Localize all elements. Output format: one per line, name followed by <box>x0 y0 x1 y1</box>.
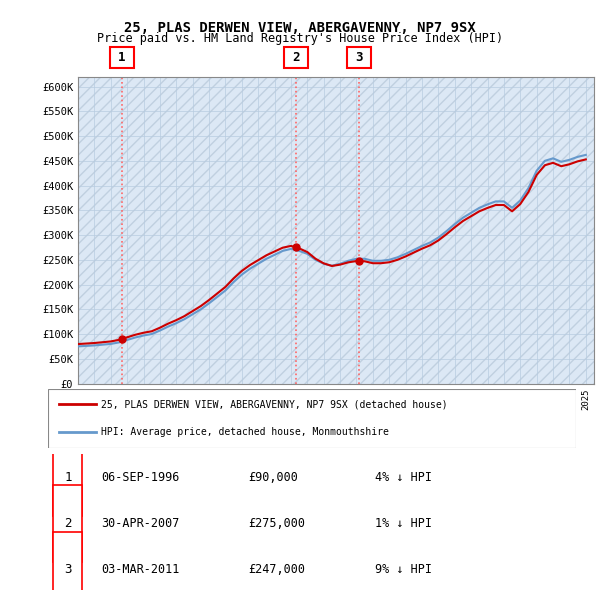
Text: £90,000: £90,000 <box>248 471 299 484</box>
Text: 30-APR-2007: 30-APR-2007 <box>101 517 179 530</box>
Text: 1% ↓ HPI: 1% ↓ HPI <box>376 517 433 530</box>
Text: £247,000: £247,000 <box>248 563 305 576</box>
Text: 2: 2 <box>64 517 71 530</box>
Text: 2: 2 <box>293 51 300 64</box>
FancyBboxPatch shape <box>53 486 82 562</box>
Text: £275,000: £275,000 <box>248 517 305 530</box>
Text: Price paid vs. HM Land Registry's House Price Index (HPI): Price paid vs. HM Land Registry's House … <box>97 32 503 45</box>
FancyBboxPatch shape <box>53 440 82 516</box>
Text: 9% ↓ HPI: 9% ↓ HPI <box>376 563 433 576</box>
Text: 03-MAR-2011: 03-MAR-2011 <box>101 563 179 576</box>
FancyBboxPatch shape <box>284 47 308 68</box>
FancyBboxPatch shape <box>347 47 371 68</box>
Text: 25, PLAS DERWEN VIEW, ABERGAVENNY, NP7 9SX: 25, PLAS DERWEN VIEW, ABERGAVENNY, NP7 9… <box>124 21 476 35</box>
Text: 1: 1 <box>64 471 71 484</box>
Text: 4% ↓ HPI: 4% ↓ HPI <box>376 471 433 484</box>
FancyBboxPatch shape <box>53 532 82 590</box>
FancyBboxPatch shape <box>110 47 134 68</box>
FancyBboxPatch shape <box>48 389 576 448</box>
Text: 3: 3 <box>64 563 71 576</box>
Text: 06-SEP-1996: 06-SEP-1996 <box>101 471 179 484</box>
Text: 1: 1 <box>118 51 125 64</box>
Text: HPI: Average price, detached house, Monmouthshire: HPI: Average price, detached house, Monm… <box>101 427 389 437</box>
Text: 25, PLAS DERWEN VIEW, ABERGAVENNY, NP7 9SX (detached house): 25, PLAS DERWEN VIEW, ABERGAVENNY, NP7 9… <box>101 399 448 409</box>
Text: 3: 3 <box>356 51 363 64</box>
